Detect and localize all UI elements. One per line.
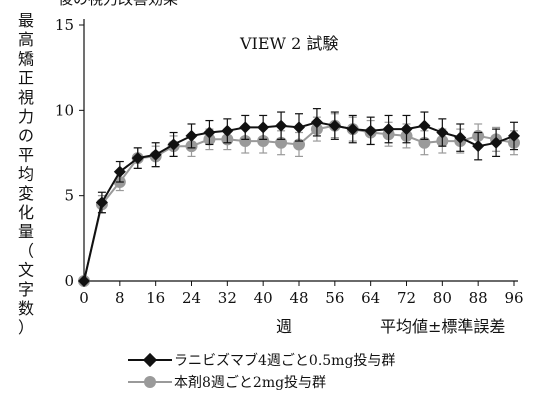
data-point	[508, 129, 520, 142]
data-point	[400, 123, 413, 136]
y-axis-label-char: 高	[18, 30, 34, 49]
y-axis-label-char: 正	[18, 69, 34, 88]
data-point	[436, 126, 449, 139]
y-axis-label-char: 化	[18, 203, 34, 222]
data-point	[293, 121, 305, 134]
x-tick-label: 96	[504, 289, 523, 307]
data-point	[149, 148, 162, 161]
series-layer	[78, 108, 520, 287]
legend-label: 本剤8週ごと2mg投与群	[174, 375, 327, 391]
data-point	[239, 135, 252, 148]
y-axis-label-char: 力	[18, 107, 34, 126]
y-axis-label-char: の	[18, 126, 34, 145]
y-axis-label-char: 文	[18, 261, 34, 280]
x-tick-label: 24	[182, 289, 201, 307]
data-point	[113, 165, 126, 178]
data-point	[131, 152, 144, 165]
data-point	[257, 135, 270, 148]
x-tick-label: 40	[254, 289, 273, 307]
data-point	[257, 121, 270, 134]
data-point	[454, 131, 467, 144]
data-point	[346, 123, 359, 136]
data-point	[490, 136, 503, 149]
data-point	[221, 124, 234, 137]
y-tick-label: 5	[64, 187, 74, 205]
y-axis-label-char: 矯	[18, 49, 34, 68]
ticks: 0 5 10 15 0 8 16 24 32 40 48 56 64 72 80 88 96	[55, 16, 524, 307]
data-point	[364, 124, 377, 137]
data-point	[418, 119, 431, 132]
data-point	[310, 116, 323, 129]
axes	[83, 19, 518, 282]
cropped-top-text: 後の視力改善効果	[58, 0, 178, 8]
x-tick-label: 32	[218, 289, 237, 307]
x-axis-label: 週	[276, 317, 292, 336]
y-axis-label-char: 平	[18, 145, 34, 164]
x-tick-label: 0	[79, 289, 89, 307]
y-tick-label: 15	[55, 16, 74, 34]
x-tick-label: 56	[325, 289, 344, 307]
legend-swatch	[128, 376, 172, 388]
x-tick-label: 72	[397, 289, 416, 307]
data-point	[95, 196, 108, 209]
x-tick-label: 16	[146, 289, 165, 307]
error-note: 平均値±標準誤差	[380, 317, 505, 336]
y-axis-label-char: 量	[18, 222, 34, 241]
data-point	[382, 123, 395, 136]
y-tick-label: 0	[64, 272, 74, 290]
y-axis-label-char: ）	[18, 318, 34, 337]
series-diamond	[78, 108, 520, 287]
y-axis-label-char: 最	[18, 11, 34, 30]
chart-annotation: VIEW 2 試験	[239, 34, 338, 53]
y-axis-label-char: 変	[18, 184, 34, 203]
y-axis-label-char: 数	[18, 299, 34, 318]
data-point	[78, 275, 90, 287]
data-point	[203, 126, 216, 139]
y-axis-label-char: 視	[18, 88, 34, 107]
y-axis-label-char: （	[18, 241, 34, 260]
legend-swatch	[128, 352, 172, 368]
y-axis-label-char: 字	[18, 280, 34, 299]
data-point	[167, 138, 180, 151]
legend-label: ラニビズマブ4週ごと0.5mg投与群	[174, 353, 396, 369]
x-tick-label: 80	[433, 289, 452, 307]
y-axis-label-char: 均	[18, 165, 34, 184]
data-point	[185, 129, 198, 142]
x-tick-label: 8	[115, 289, 125, 307]
x-tick-label: 64	[361, 289, 380, 307]
data-point	[328, 119, 341, 132]
x-tick-label: 88	[469, 289, 488, 307]
y-tick-label: 10	[55, 101, 74, 119]
data-point	[275, 119, 288, 132]
data-point	[472, 140, 485, 153]
legend: ラニビズマブ4週ごと0.5mg投与群 本剤8週ごと2mg投与群	[128, 350, 428, 394]
data-point	[239, 121, 252, 134]
x-tick-label: 48	[289, 289, 308, 307]
